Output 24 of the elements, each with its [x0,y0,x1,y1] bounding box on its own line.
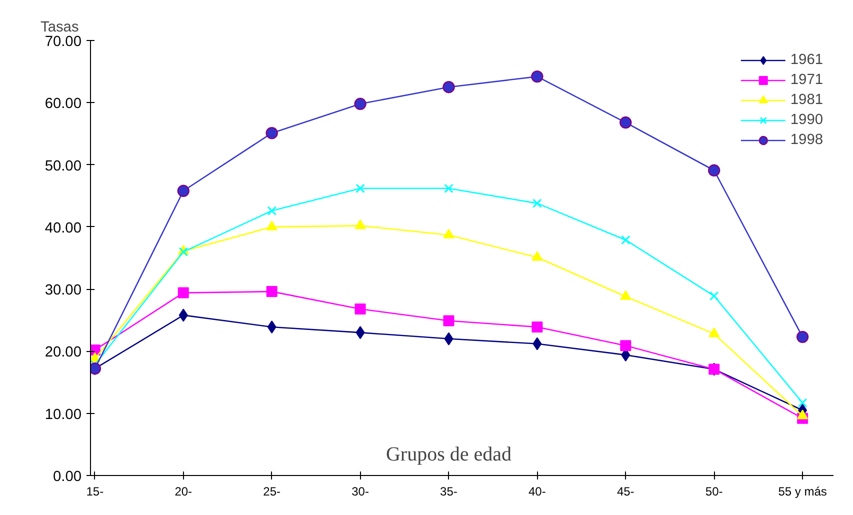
y-tick-label: 30.00 [44,282,82,299]
x-tick-label: 20- [174,484,192,498]
y-tick-label: 70.00 [44,34,82,50]
y-axis-title: Tasas [40,20,79,36]
y-tick-label: 10.00 [44,406,82,423]
y-tick-label: 0.00 [52,469,82,485]
x-axis-title: Grupos de edad [386,444,512,466]
y-tick-label: 40.00 [44,220,82,236]
y-tick-label: 50.00 [44,158,82,174]
x-tick-label: 45- [616,484,634,498]
legend-label: 1971 [790,72,823,88]
x-tick-label: 15- [86,484,104,498]
x-tick-label: 25- [263,484,281,498]
x-tick-label: 55 y más [778,484,827,498]
x-tick-label: 50- [705,484,723,498]
y-tick-label: 20.00 [44,344,82,361]
legend-label: 1998 [790,132,823,148]
x-tick-label: 30- [352,484,369,498]
x-tick-label: 35- [440,484,458,498]
x-tick-label: 40- [528,484,546,498]
y-tick-label: 60.00 [44,96,82,112]
legend-label: 1990 [790,112,823,128]
legend-label: 1961 [790,52,823,68]
legend-label: 1981 [790,92,823,108]
